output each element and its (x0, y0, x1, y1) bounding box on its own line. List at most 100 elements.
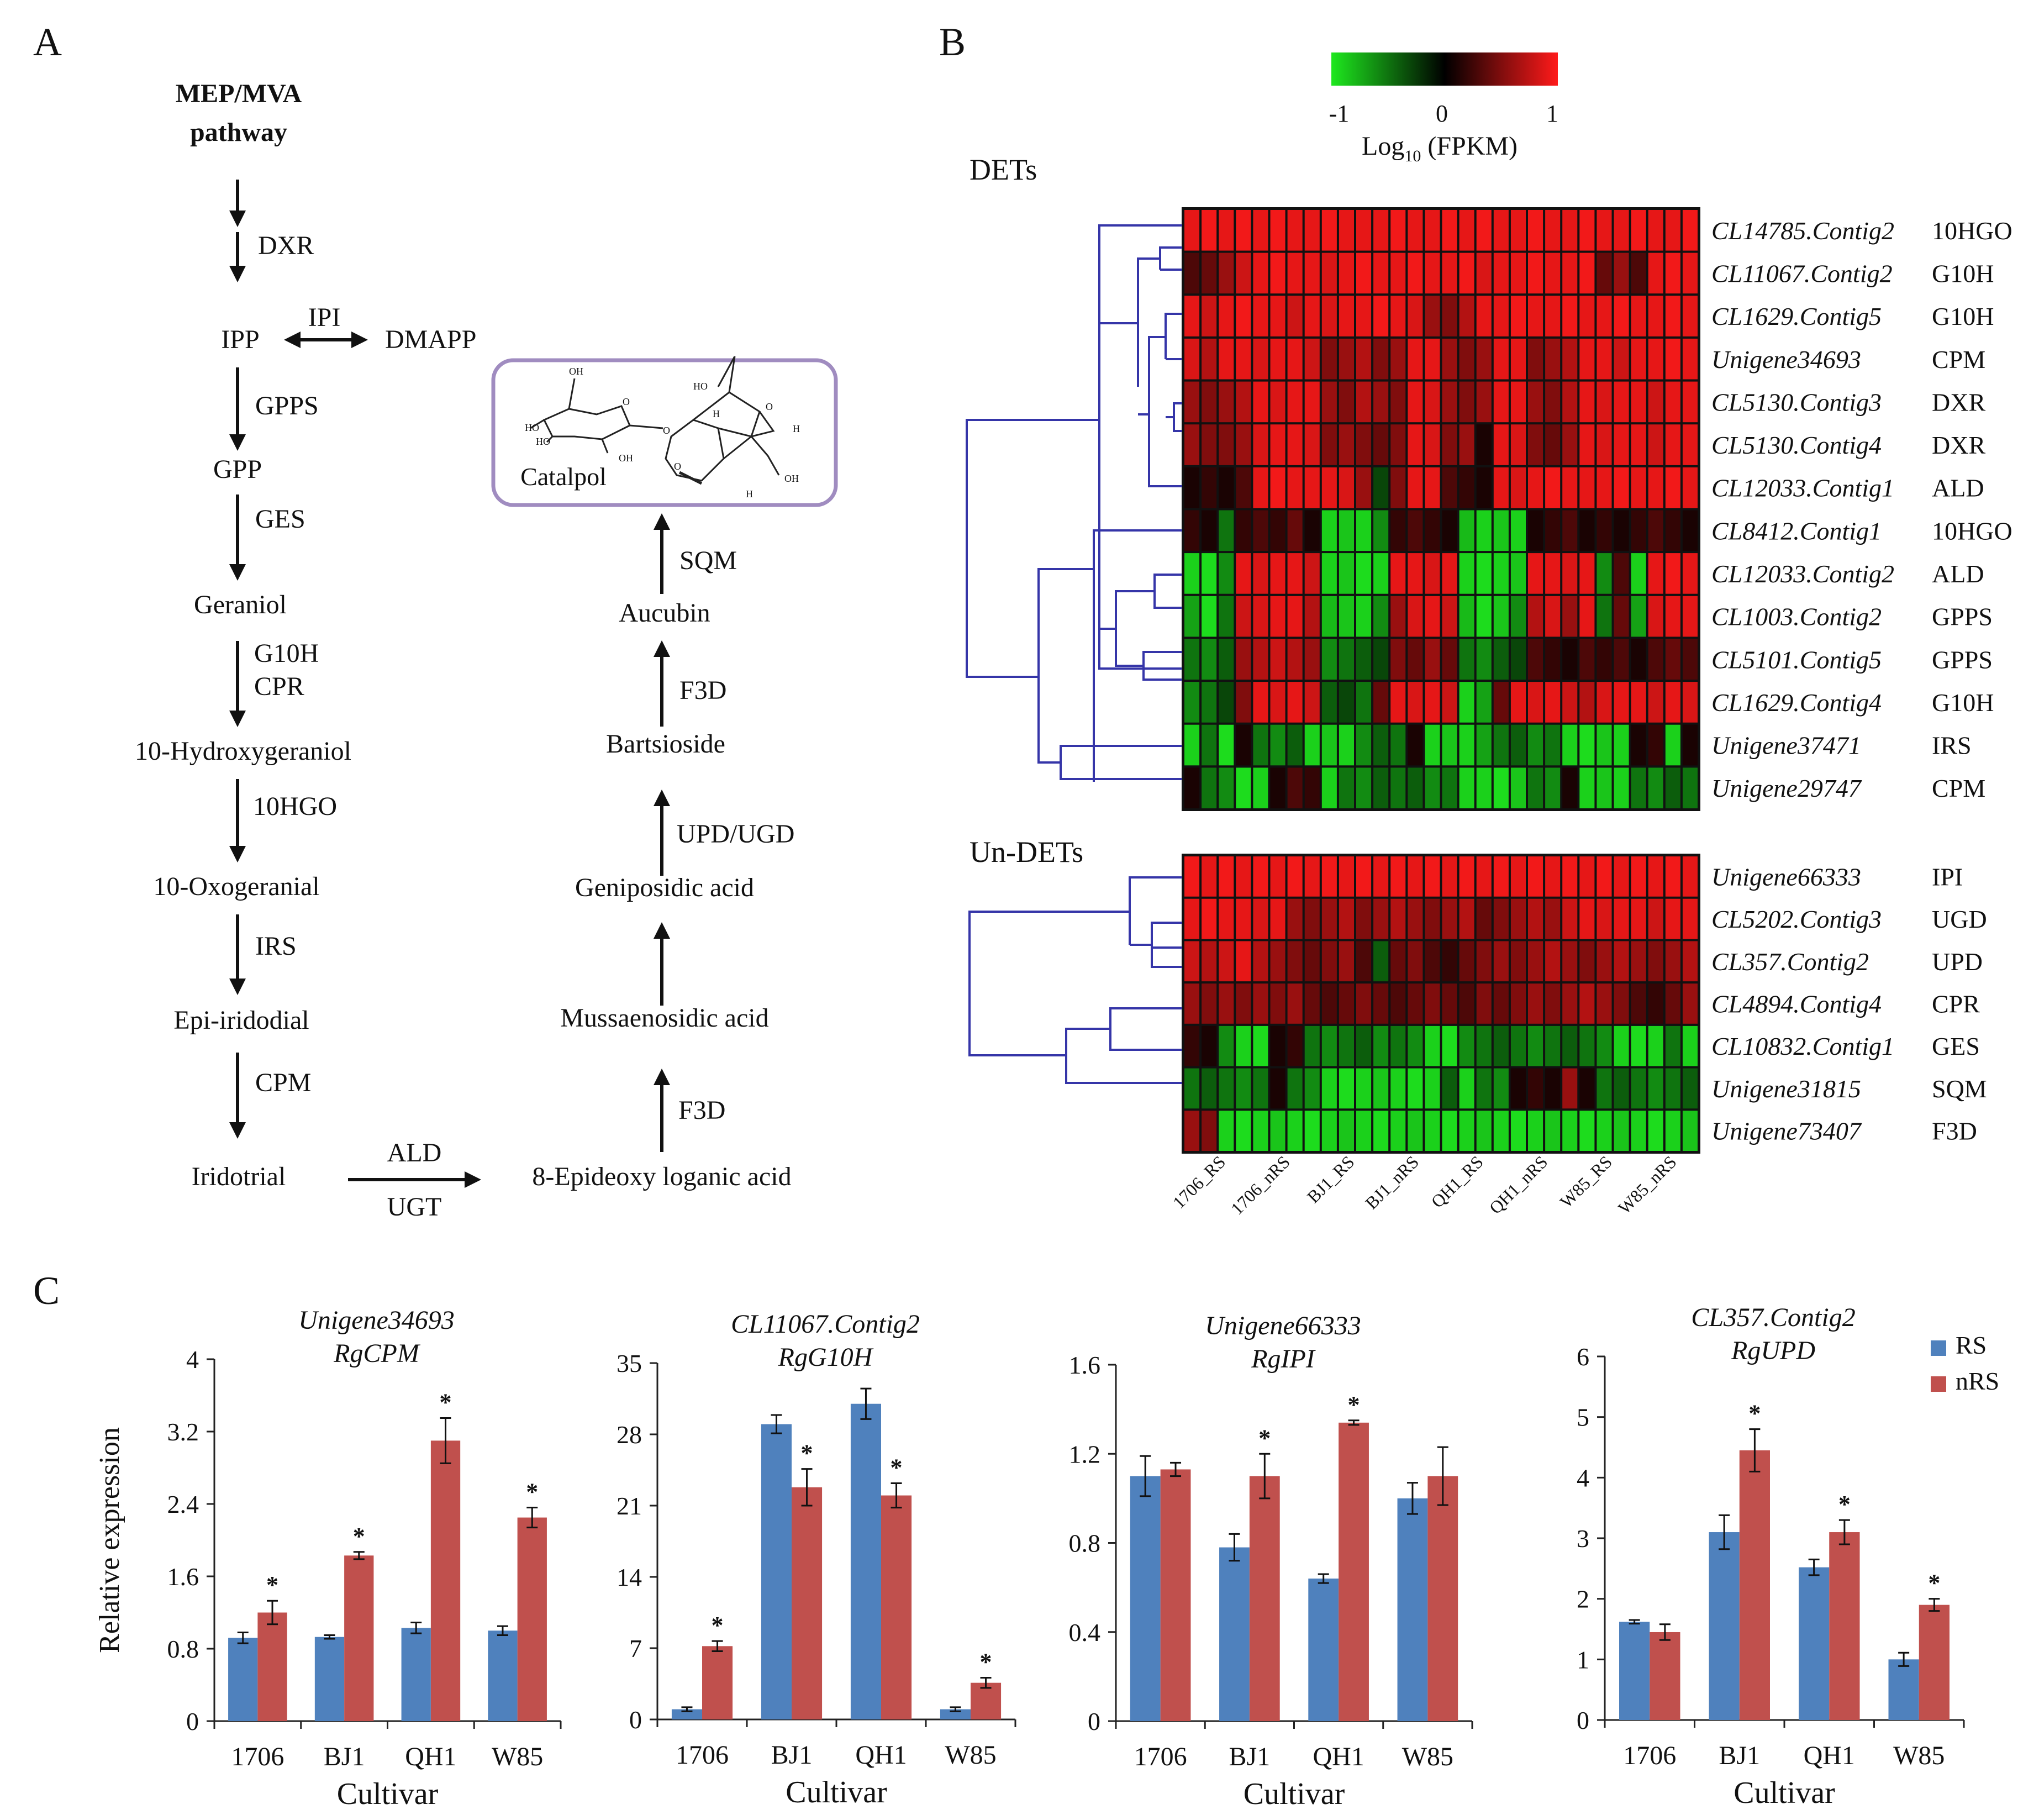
heatmap-cell (1253, 210, 1268, 251)
heatmap-cell (1287, 210, 1303, 251)
heatmap-cell (1597, 1025, 1612, 1066)
heatmap-enzyme-label: CPR (1932, 990, 1980, 1018)
heatmap-cell (1236, 1068, 1251, 1109)
heatmap-gene-label: Unigene29747 (1711, 774, 1862, 802)
heatmap-cell (1425, 253, 1440, 294)
heatmap-cell (1528, 510, 1543, 551)
heatmap-cell (1459, 1111, 1474, 1151)
x-tick-label: QH1 (1804, 1741, 1855, 1770)
heatmap-cell (1321, 510, 1337, 551)
heatmap-cell (1253, 898, 1268, 939)
heatmap-cell (1459, 983, 1474, 1024)
heatmap-cell (1682, 296, 1698, 336)
heatmap-cell (1425, 1025, 1440, 1066)
y-tick-label: 4 (1577, 1464, 1589, 1492)
heatmap-cell (1665, 1025, 1680, 1066)
heatmap-cell (1476, 510, 1492, 551)
y-tick-label: 28 (617, 1421, 642, 1449)
heatmap-cell (1373, 296, 1389, 336)
heatmap-cell (1373, 639, 1389, 680)
heatmap-cell (1339, 467, 1354, 508)
heatmap-cell (1545, 856, 1561, 897)
heatmap-cell (1597, 856, 1612, 897)
significance-marker: * (1838, 1491, 1851, 1518)
heatmap-cell (1184, 296, 1200, 336)
heatmap-cell (1390, 596, 1406, 637)
heatmap-cell (1425, 210, 1440, 251)
heatmap-cell (1579, 1025, 1595, 1066)
heatmap-cell (1528, 639, 1543, 680)
heatmap-cell (1184, 1068, 1200, 1109)
heatmap-cell (1184, 767, 1200, 808)
heatmap-cell (1510, 898, 1526, 939)
heatmap-cell (1236, 898, 1251, 939)
heatmap-cell (1287, 338, 1303, 380)
heatmap-enzyme-label: GPPS (1932, 603, 1993, 631)
heatmap-cell (1373, 553, 1389, 594)
heatmap-cell (1528, 467, 1543, 508)
heatmap-cell (1236, 682, 1251, 723)
heatmap-cell (1202, 424, 1217, 465)
heatmap-cell (1202, 983, 1217, 1024)
heatmap-cell (1562, 898, 1578, 939)
heatmap-cell (1339, 553, 1354, 594)
heatmap-cell (1184, 596, 1200, 637)
heatmap-cell (1562, 1025, 1578, 1066)
compound-mep-line2: pathway (190, 118, 287, 147)
heatmap-cell (1321, 898, 1337, 939)
heatmap-cell (1528, 596, 1543, 637)
heatmap-cell (1339, 253, 1354, 294)
heatmap-cell (1321, 296, 1337, 336)
heatmap-cell (1562, 1111, 1578, 1151)
heatmap-cell (1597, 767, 1612, 808)
bar-rs (1219, 1547, 1250, 1721)
heatmap-cell (1665, 682, 1680, 723)
heatmap-cell (1493, 381, 1509, 423)
colorbar-label: Log10 (FPKM) (1362, 131, 1518, 165)
heatmap-cell (1408, 898, 1423, 939)
heatmap-cell (1390, 1111, 1406, 1151)
heatmap-cell (1614, 338, 1629, 380)
heatmap-cell (1321, 983, 1337, 1024)
bar-rs (850, 1403, 881, 1719)
heatmap-cell (1339, 724, 1354, 766)
heatmap-gene-label: CL4894.Contig4 (1711, 990, 1882, 1018)
heatmap-cell (1545, 510, 1561, 551)
heatmap-cell (1579, 510, 1595, 551)
heatmap-cell (1304, 510, 1320, 551)
heatmap-cell (1510, 1111, 1526, 1151)
heatmap-cell (1597, 210, 1612, 251)
heatmap-cell (1597, 1068, 1612, 1109)
x-tick-label: W85 (945, 1740, 996, 1770)
heatmap-column-label: BJ1_nRS (1361, 1151, 1422, 1213)
heatmap-cell (1390, 381, 1406, 423)
heatmap-cell (1579, 381, 1595, 423)
heatmap-cell (1253, 639, 1268, 680)
heatmap-cell (1510, 1025, 1526, 1066)
heatmap-cell (1425, 381, 1440, 423)
legend-label: nRS (1956, 1367, 1999, 1395)
heatmap-cell (1510, 381, 1526, 423)
y-tick-label: 21 (617, 1492, 642, 1520)
heatmap-gene-label: CL11067.Contig2 (1711, 259, 1893, 287)
heatmap-cell (1425, 424, 1440, 465)
heatmap-cell (1253, 1068, 1268, 1109)
heatmap-cell (1219, 253, 1234, 294)
heatmap-cell (1510, 338, 1526, 380)
heatmap-cell (1648, 767, 1663, 808)
heatmap-cell (1236, 424, 1251, 465)
heatmap-cell (1459, 724, 1474, 766)
heatmap-cell (1510, 424, 1526, 465)
heatmap-cell (1631, 467, 1646, 508)
heatmap-cell (1219, 510, 1234, 551)
significance-marker: * (1348, 1391, 1360, 1418)
heatmap-cell (1459, 296, 1474, 336)
heatmap-cell (1184, 467, 1200, 508)
bar-nrs (344, 1555, 374, 1721)
x-tick-label: 1706 (231, 1742, 284, 1771)
significance-marker: * (440, 1388, 452, 1416)
heatmap-cell (1339, 1068, 1354, 1109)
enzyme-irs: IRS (255, 932, 297, 961)
heatmap-cell (1459, 767, 1474, 808)
significance-marker: * (526, 1479, 538, 1506)
